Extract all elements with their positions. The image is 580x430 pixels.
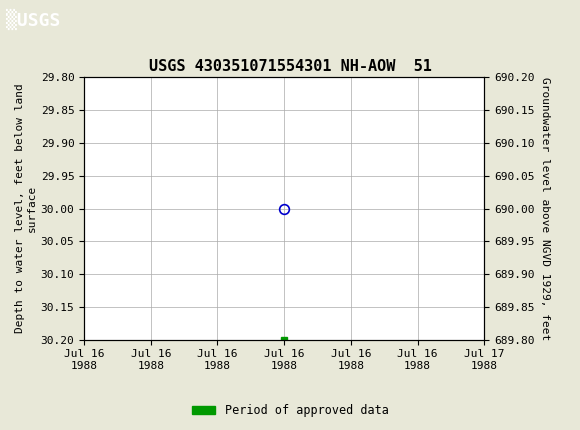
Legend: Period of approved data: Period of approved data bbox=[187, 399, 393, 422]
Text: ▒USGS: ▒USGS bbox=[6, 9, 60, 30]
Y-axis label: Groundwater level above NGVD 1929, feet: Groundwater level above NGVD 1929, feet bbox=[540, 77, 550, 340]
Text: USGS 430351071554301 NH-AOW  51: USGS 430351071554301 NH-AOW 51 bbox=[148, 59, 432, 74]
Y-axis label: Depth to water level, feet below land
surface: Depth to water level, feet below land su… bbox=[15, 84, 37, 333]
